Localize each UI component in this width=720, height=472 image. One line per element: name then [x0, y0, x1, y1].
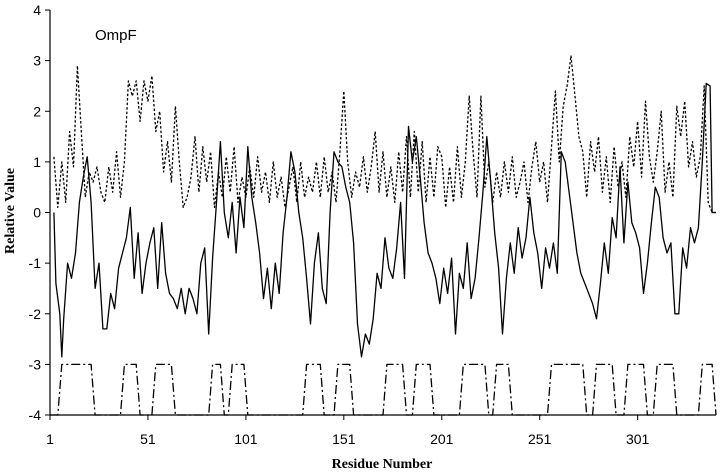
y-tick-label: -3	[29, 356, 42, 372]
series-layer	[50, 54, 717, 416]
x-tick-label: 251	[528, 431, 552, 447]
y-tick-label: 3	[33, 53, 41, 69]
x-tick-label: 101	[234, 431, 258, 447]
y-tick-label: -2	[29, 306, 42, 322]
y-tick-label: 0	[33, 205, 41, 221]
y-tick-label: 4	[33, 2, 41, 18]
y-tick-label: 2	[33, 103, 41, 119]
series-line-dotted	[53, 54, 716, 214]
y-ticks: 4 3 2 1 0 -1 -2 -3 -4	[29, 2, 50, 423]
series-line-dash-dot	[50, 363, 717, 416]
y-tick-label: 1	[33, 154, 41, 170]
x-tick-label: 151	[332, 431, 356, 447]
x-tick-label: 51	[140, 431, 156, 447]
x-tick-label: 201	[430, 431, 454, 447]
y-tick-label: -4	[29, 407, 42, 423]
y-axis-title: Relative Value	[3, 168, 18, 254]
x-axis-title: Residue Number	[332, 457, 433, 472]
y-tick-label: -1	[29, 255, 42, 271]
series-line-solid	[53, 82, 716, 358]
x-ticks: 1 51 101 151 201 251 301	[46, 415, 650, 447]
x-tick-label: 1	[46, 431, 54, 447]
chart-annotation: OmpF	[95, 27, 137, 44]
x-tick-label: 301	[626, 431, 650, 447]
